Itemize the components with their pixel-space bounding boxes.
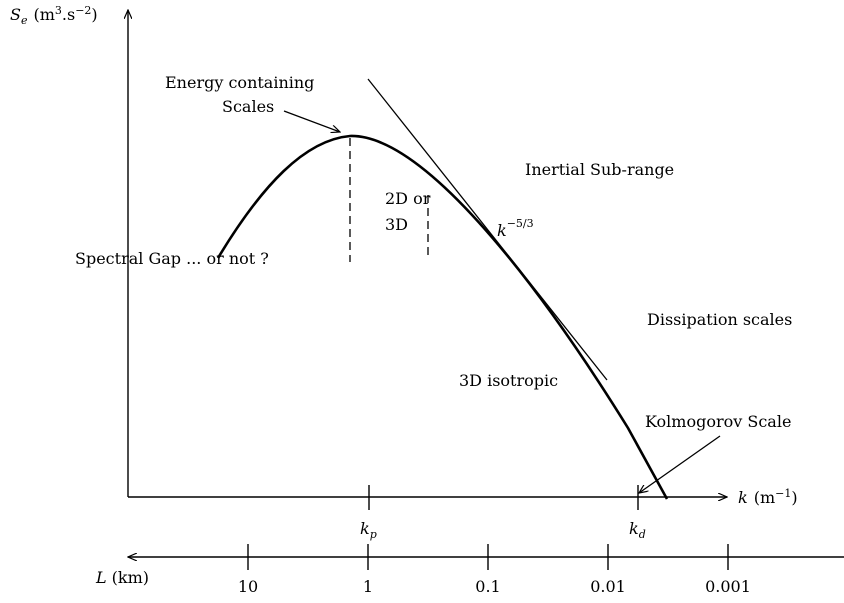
- kolmogorov-label: Kolmogorov Scale: [645, 412, 791, 431]
- x-axis-label: k (m−1): [738, 487, 798, 507]
- kd-label: kd: [629, 519, 646, 541]
- l-axis-tick-label: 0.1: [475, 577, 500, 596]
- l-axis-ticks: 10 1 0.1 0.01 0.001: [238, 544, 751, 596]
- energy-spectrum-curve: [216, 134, 669, 500]
- slope-reference-line: [367, 78, 608, 381]
- l-axis-tick-label: 0.001: [705, 577, 751, 596]
- twod-label-line2: 3D: [385, 215, 408, 234]
- slope-label: k−5/3: [497, 217, 534, 240]
- spectral-gap-label: Spectral Gap ... or not ?: [75, 249, 269, 268]
- isotropic-label: 3D isotropic: [459, 371, 558, 390]
- dissipation-label: Dissipation scales: [647, 310, 792, 329]
- kp-label: kp: [360, 519, 377, 541]
- twod-label-line1: 2D or: [385, 189, 431, 208]
- l-axis-label: L (km): [95, 568, 149, 587]
- energy-containing-label: Energy containing: [165, 73, 314, 92]
- kolmogorov-arrow: [639, 435, 721, 493]
- l-axis-tick-label: 1: [363, 577, 373, 596]
- l-axis-tick-label: 0.01: [590, 577, 626, 596]
- y-axis-label: Se (m3.s−2): [10, 4, 98, 27]
- energy-arrow: [283, 110, 340, 132]
- energy-scales-label: Scales: [222, 97, 274, 116]
- l-axis-tick-label: 10: [238, 577, 258, 596]
- inertial-subrange-label: Inertial Sub-range: [525, 160, 674, 179]
